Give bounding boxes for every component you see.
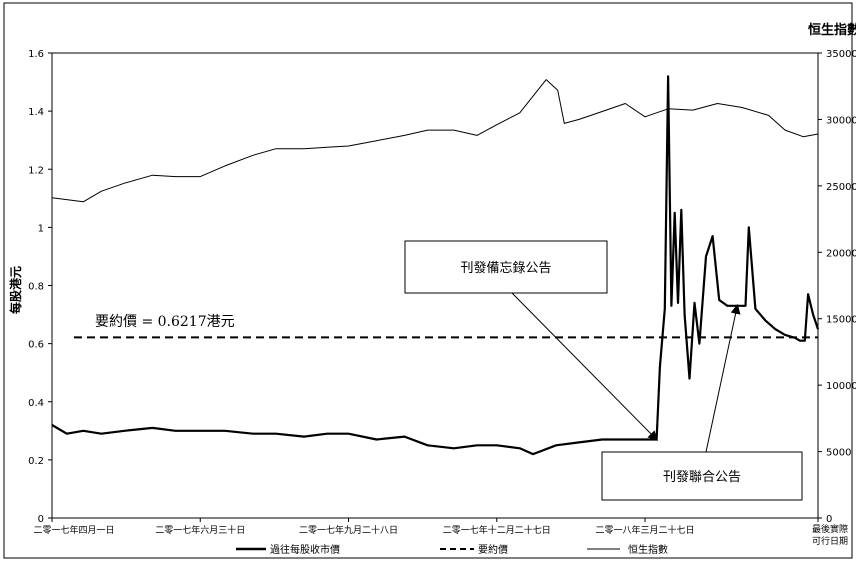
right-tick-label: 25000 bbox=[826, 182, 856, 193]
annotation-joint-text: 刊發聯合公告 bbox=[663, 470, 741, 485]
offer-price-label: 要約價 = 0.6217港元 bbox=[95, 313, 235, 330]
right-tick-label: 15000 bbox=[826, 315, 856, 326]
annotation-memo-text: 刊發備忘錄公告 bbox=[460, 260, 551, 276]
left-tick-label: 0.8 bbox=[28, 282, 44, 293]
left-tick-label: 1.4 bbox=[28, 107, 44, 118]
right-tick-label: 10000 bbox=[826, 381, 856, 392]
series-line-hsi bbox=[51, 79, 819, 203]
x-tick-label: 二零一七年四月一日 bbox=[33, 524, 114, 536]
outer-frame bbox=[3, 2, 853, 559]
left-tick-label: 1 bbox=[38, 223, 44, 234]
legend-label-price: 過往每股收市價 bbox=[270, 543, 340, 556]
legend: 過往每股收市價 要約價 恒生指數 bbox=[236, 543, 668, 556]
annotation-box-memo bbox=[404, 240, 608, 294]
right-tick-label: 20000 bbox=[826, 248, 856, 259]
x-tick-label: 二零一七年九月二十八日 bbox=[299, 524, 398, 536]
right-axis-label: 恒生指數 bbox=[808, 22, 856, 38]
series-line-share-price bbox=[51, 75, 820, 456]
legend-label-offer: 要約價 bbox=[478, 543, 508, 556]
left-tick-label: 1.6 bbox=[28, 49, 44, 60]
left-tick-label: 1.2 bbox=[28, 165, 44, 176]
left-tick-label: 0.4 bbox=[28, 398, 44, 409]
left-tick-label: 0 bbox=[38, 514, 44, 525]
x-tick-label: 最後實際 bbox=[812, 523, 848, 535]
left-tick-label: 0.2 bbox=[28, 456, 44, 467]
annotation-box-joint bbox=[601, 451, 803, 501]
left-axis-label: 每股港元 bbox=[8, 266, 23, 314]
x-tick-label: 二零一八年三月二十七日 bbox=[596, 524, 695, 536]
annotation-arrow-joint bbox=[705, 303, 741, 453]
legend-label-hsi: 恒生指數 bbox=[628, 543, 668, 556]
right-tick-label: 0 bbox=[826, 514, 832, 525]
x-tick-label: 二零一七年十二月二十七日 bbox=[443, 524, 551, 536]
left-tick-label: 0.6 bbox=[28, 340, 44, 351]
x-tick-label: 二零一七年六月三十日 bbox=[155, 524, 245, 536]
right-tick-label: 35000 bbox=[826, 49, 856, 60]
annotation-arrow-memo bbox=[511, 292, 658, 441]
right-tick-label: 5000 bbox=[826, 448, 851, 459]
x-tick-label: 可行日期 bbox=[812, 535, 848, 547]
right-tick-label: 30000 bbox=[826, 115, 856, 126]
